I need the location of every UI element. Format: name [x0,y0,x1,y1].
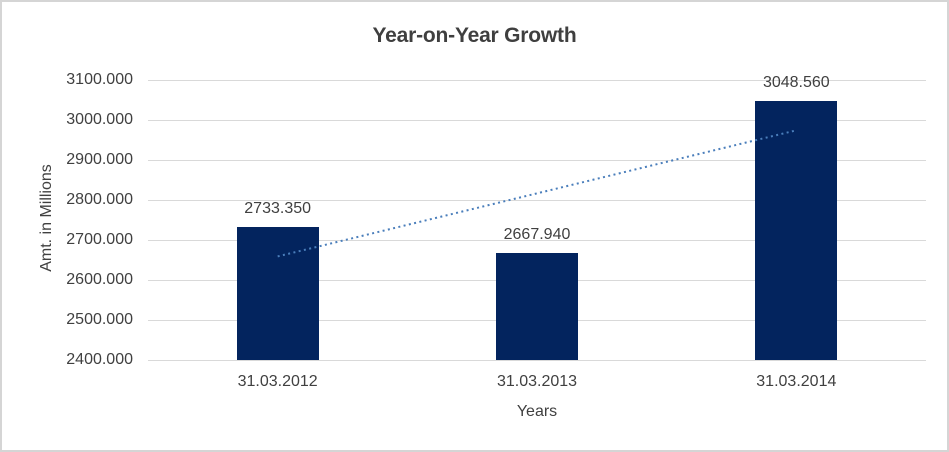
chart-title: Year-on-Year Growth [372,24,577,47]
x-category-label: 31.03.2014 [756,373,837,390]
y-axis-tick-label: 3000.000 [66,111,133,128]
y-axis-title: Amt. in Millions [38,164,55,272]
x-category-label: 31.03.2012 [237,373,318,390]
y-axis-tick-label: 2900.000 [66,151,133,168]
gridline [148,199,926,201]
data-label: 3048.560 [762,73,830,91]
y-axis-tick-label: 2400.000 [66,351,133,368]
gridline [148,239,926,241]
x-category-label: 31.03.2013 [496,373,578,390]
y-axis-tick-label: 3100.000 [66,71,133,88]
gridline [148,79,926,81]
trendline [277,129,797,258]
y-axis-tick-label: 2600.000 [66,271,133,288]
gridline [148,119,926,121]
x-axis-title: Years [516,403,558,420]
y-axis-tick-label: 2500.000 [66,311,133,328]
bar [496,252,578,360]
y-axis-tick-label: 2800.000 [66,191,133,208]
data-label: 2733.350 [244,199,312,217]
data-label: 2667.940 [503,225,571,243]
gridline [148,159,926,161]
gridline [148,359,926,361]
bar [755,100,838,360]
trendline-svg [277,129,797,258]
y-axis-tick-label: 2700.000 [66,231,133,248]
